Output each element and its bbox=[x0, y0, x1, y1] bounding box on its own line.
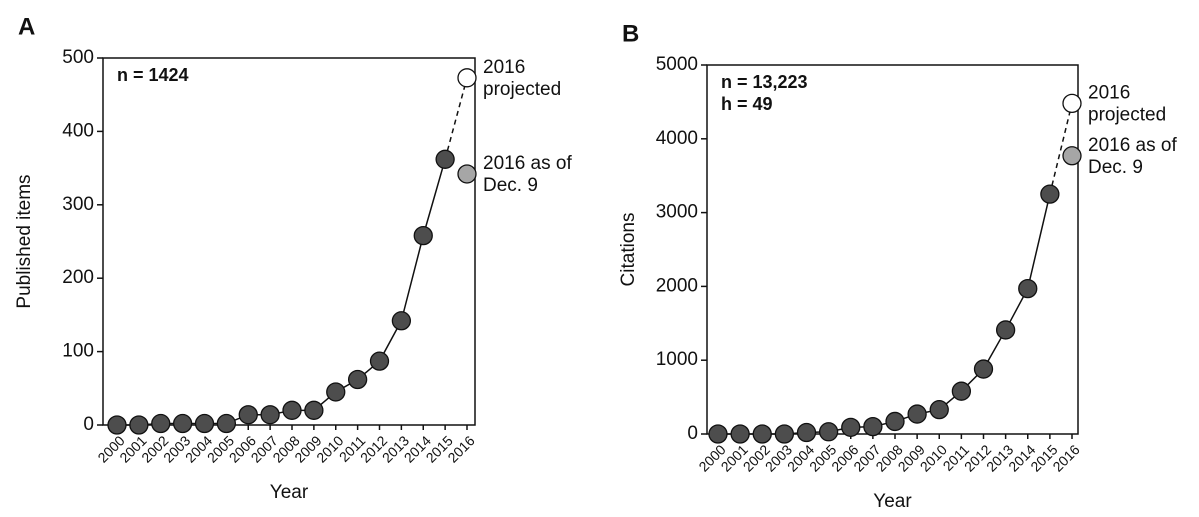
data-point bbox=[995, 320, 1016, 340]
data-point bbox=[841, 417, 861, 438]
point-label-line: 2016 bbox=[483, 57, 525, 78]
data-point bbox=[708, 424, 728, 444]
data-point bbox=[885, 411, 905, 432]
y-tick-label: 500 bbox=[62, 47, 94, 68]
data-point bbox=[172, 413, 193, 434]
y-tick-label: 200 bbox=[62, 267, 94, 288]
point-label-line: projected bbox=[483, 79, 561, 100]
data-point bbox=[151, 413, 171, 434]
data-point bbox=[304, 400, 324, 420]
panel-label: B bbox=[622, 20, 639, 47]
data-point bbox=[818, 422, 839, 442]
data-point bbox=[238, 405, 258, 425]
data-point bbox=[413, 225, 433, 246]
data-point bbox=[347, 369, 368, 390]
data-point bbox=[194, 413, 215, 434]
point-label: 2016 projected bbox=[1088, 82, 1166, 125]
plot-frame bbox=[706, 64, 1079, 435]
point-label-line: 2016 as of bbox=[483, 153, 572, 174]
data-point bbox=[907, 404, 927, 424]
data-point bbox=[391, 311, 412, 331]
y-tick-label: 0 bbox=[687, 423, 698, 444]
point-label-line: projected bbox=[1088, 104, 1166, 125]
y-tick-label: 400 bbox=[62, 120, 94, 141]
data-point bbox=[260, 405, 280, 425]
data-point bbox=[435, 149, 455, 169]
data-point bbox=[730, 424, 750, 444]
y-tick-label: 4000 bbox=[656, 128, 698, 149]
x-axis-label: Year bbox=[270, 482, 309, 503]
data-point bbox=[107, 415, 127, 435]
stat-label: n = 1424 bbox=[117, 65, 189, 85]
x-axis-label: Year bbox=[873, 491, 912, 512]
data-point bbox=[1062, 93, 1082, 114]
point-label: 2016 projected bbox=[483, 57, 561, 100]
data-point bbox=[929, 399, 949, 420]
data-point bbox=[457, 164, 477, 184]
stat-label: h = 49 bbox=[721, 94, 773, 114]
y-tick-label: 1000 bbox=[656, 349, 698, 370]
data-point bbox=[951, 381, 972, 401]
x-tick-label: 2016 bbox=[1049, 441, 1082, 474]
y-tick-label: 2000 bbox=[656, 275, 698, 296]
point-label: 2016 as of Dec. 9 bbox=[1088, 135, 1177, 178]
data-point bbox=[369, 351, 390, 371]
data-point bbox=[457, 68, 477, 88]
data-point bbox=[973, 359, 994, 379]
point-label: 2016 as of Dec. 9 bbox=[483, 153, 572, 196]
data-point bbox=[282, 400, 302, 420]
plot-frame bbox=[102, 57, 476, 426]
data-point bbox=[129, 415, 149, 435]
data-point bbox=[1018, 278, 1038, 299]
data-point bbox=[863, 416, 883, 437]
projection-link bbox=[444, 77, 468, 160]
y-axis-label: Published items bbox=[14, 174, 35, 308]
series-line bbox=[117, 159, 446, 426]
point-label-line: 2016 bbox=[1088, 82, 1130, 103]
point-label-line: Dec. 9 bbox=[483, 175, 538, 196]
stat-label: n = 13,223 bbox=[721, 72, 808, 92]
data-point bbox=[1040, 184, 1060, 204]
y-tick-label: 100 bbox=[62, 341, 94, 362]
data-point bbox=[752, 424, 772, 444]
data-point bbox=[1062, 146, 1082, 166]
y-tick-label: 300 bbox=[62, 194, 94, 215]
y-tick-label: 5000 bbox=[656, 54, 698, 75]
y-axis-label: Citations bbox=[618, 213, 639, 287]
y-tick-label: 3000 bbox=[656, 202, 698, 223]
data-point bbox=[326, 382, 346, 402]
y-tick-label: 0 bbox=[83, 414, 94, 435]
point-label-line: Dec. 9 bbox=[1088, 157, 1143, 178]
data-point bbox=[796, 422, 817, 443]
series-line bbox=[718, 193, 1051, 435]
data-point bbox=[216, 413, 237, 434]
point-label-line: 2016 as of bbox=[1088, 135, 1177, 156]
projection-link bbox=[1049, 103, 1073, 195]
data-point bbox=[774, 424, 795, 444]
panel-label: A bbox=[18, 13, 35, 40]
